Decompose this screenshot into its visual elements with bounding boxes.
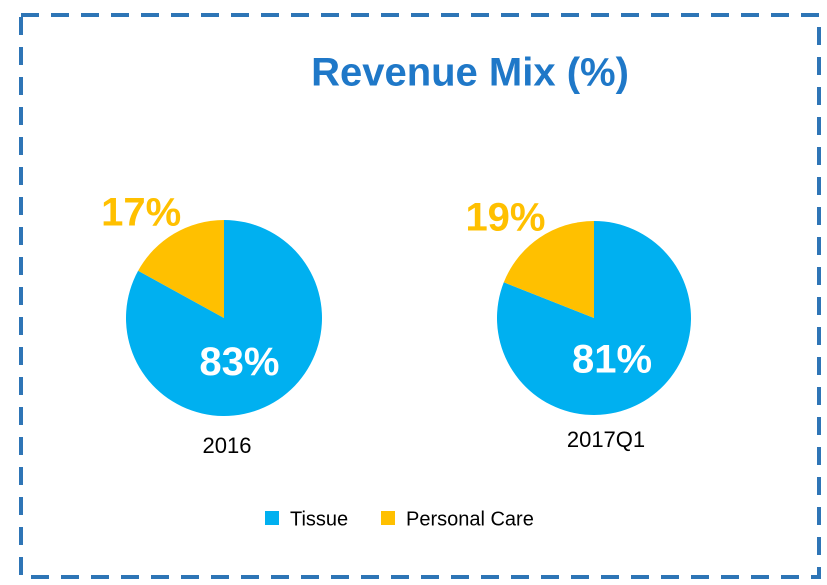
chart-title: Revenue Mix (%) — [311, 51, 629, 95]
pie-slice — [503, 220, 594, 318]
pie-label: 2016 — [203, 433, 252, 458]
legend-swatch — [265, 511, 279, 525]
pie-slice — [126, 219, 323, 416]
value-label: 17% — [101, 191, 181, 235]
pie-slice — [138, 220, 224, 318]
legend-label: Personal Care — [406, 508, 534, 530]
value-label: 81% — [572, 338, 652, 382]
legend-swatch — [381, 511, 395, 525]
legend-label: Tissue — [290, 508, 348, 530]
value-label: 19% — [465, 196, 545, 240]
dashed-border — [19, 13, 821, 579]
value-label: 83% — [199, 340, 279, 384]
pie-label: 2017Q1 — [567, 427, 645, 452]
